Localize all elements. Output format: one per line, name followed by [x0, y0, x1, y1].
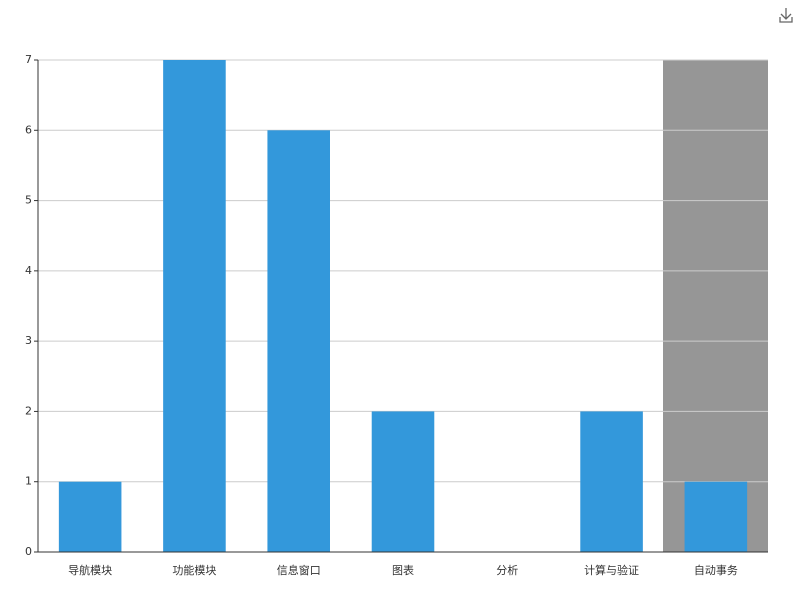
bar	[684, 481, 748, 552]
x-tick-label: 信息窗口	[277, 563, 321, 577]
y-tick-label: 7	[25, 53, 32, 66]
x-tick-label: 图表	[392, 563, 414, 577]
y-tick-label: 3	[25, 334, 32, 347]
x-tick-label: 功能模块	[172, 563, 216, 577]
y-tick-label: 1	[25, 475, 32, 488]
y-tick-label: 6	[25, 123, 32, 136]
y-tick-label: 2	[25, 404, 32, 417]
x-tick-label: 分析	[496, 563, 518, 577]
bar	[163, 60, 226, 552]
x-tick-label: 自动事务	[694, 564, 738, 577]
y-tick-label: 0	[25, 545, 32, 558]
bar	[580, 411, 643, 552]
x-tick-label: 导航模块	[68, 563, 112, 577]
x-tick-label: 计算与验证	[584, 563, 639, 577]
bar	[371, 411, 435, 552]
y-tick-label: 5	[25, 194, 32, 207]
download-button[interactable]	[779, 8, 793, 23]
bar	[267, 130, 330, 553]
y-tick-label: 4	[25, 264, 32, 277]
hover-shadow	[663, 60, 768, 552]
bar	[58, 481, 122, 552]
